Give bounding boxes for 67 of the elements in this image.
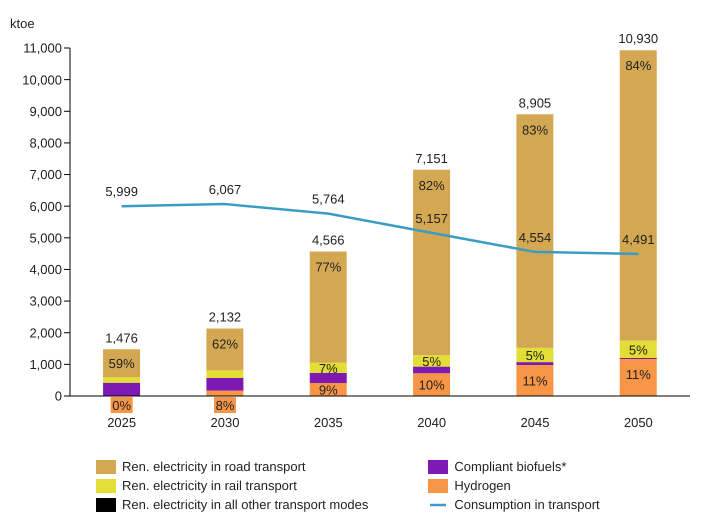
annotation: 7% <box>318 360 338 376</box>
annotation: 10% <box>418 378 446 393</box>
annotation: 82% <box>418 178 446 193</box>
bar <box>620 50 657 341</box>
legend-label: Hydrogen <box>454 478 511 493</box>
total-label: 7,151 <box>415 150 448 166</box>
y-tick-label: 7,000 <box>29 167 62 182</box>
y-tick-label: 11,000 <box>23 40 62 56</box>
y-tick-label: 6,000 <box>29 198 62 214</box>
bar <box>516 364 554 396</box>
bar <box>103 377 140 383</box>
y-tick-label: 3,000 <box>29 294 62 309</box>
bar <box>620 358 657 396</box>
y-tick-label: 9,000 <box>29 104 62 119</box>
y-tick-label: 5,000 <box>29 230 62 246</box>
x-tick-label: 2040 <box>417 415 446 430</box>
legend-label: Compliant biofuels* <box>454 459 566 474</box>
annotation: 5% <box>422 354 442 369</box>
bar <box>310 252 347 363</box>
annotation: 8% <box>216 398 235 413</box>
y-tick-label: 1,000 <box>29 356 62 372</box>
bar <box>516 114 554 348</box>
annotation: 5% <box>526 348 545 364</box>
y-tick-label: 4,000 <box>29 262 62 278</box>
total-label: 2,132 <box>208 310 242 325</box>
data-label: 4,491 <box>622 232 655 247</box>
bar <box>413 366 450 374</box>
data-label: 5,999 <box>105 184 138 200</box>
annotation: 0% <box>112 398 132 413</box>
annotation: 77% <box>315 260 342 275</box>
annotation: 5% <box>628 342 648 358</box>
total-label: 10,930 <box>618 31 658 46</box>
legend-label: Ren. electricity in rail transport <box>122 478 297 493</box>
y-axis-title: ktoe <box>10 16 35 31</box>
y-tick-label: 0 <box>54 388 62 404</box>
annotation: 9% <box>318 382 338 398</box>
x-tick-label: 2050 <box>624 415 653 430</box>
annotation: 59% <box>108 356 136 372</box>
legend-label: Ren. electricity in road transport <box>122 459 306 474</box>
annotation: 62% <box>212 336 238 352</box>
annotation: 83% <box>522 122 548 138</box>
data-label: 4,554 <box>518 230 552 245</box>
x-tick-label: 2035 <box>314 415 343 430</box>
bar <box>516 362 554 365</box>
total-label: 1,476 <box>105 330 138 346</box>
legend-label: Ren. electricity in all other transport modes <box>122 497 368 512</box>
y-tick-label: 10,000 <box>22 72 62 88</box>
y-tick-label: 8,000 <box>29 136 62 151</box>
bar <box>206 378 244 391</box>
bar <box>206 370 244 378</box>
annotation: 11% <box>626 366 652 382</box>
data-label: 5,157 <box>415 210 448 226</box>
annotation: 11% <box>522 374 548 388</box>
legend-label: Consumption in transport <box>454 497 600 512</box>
y-tick-label: 2,000 <box>29 325 62 340</box>
total-label: 4,566 <box>312 232 345 248</box>
total-label: 8,905 <box>518 95 552 110</box>
annotation: 84% <box>625 58 652 74</box>
bar <box>310 372 347 384</box>
bar <box>103 382 140 396</box>
data-label: 5,764 <box>312 192 345 207</box>
bar <box>413 170 450 356</box>
x-tick-label: 2045 <box>520 415 550 430</box>
x-tick-label: 2030 <box>210 415 240 430</box>
data-label: 6,067 <box>208 182 242 198</box>
bar <box>206 328 244 370</box>
x-tick-label: 2025 <box>107 415 136 430</box>
